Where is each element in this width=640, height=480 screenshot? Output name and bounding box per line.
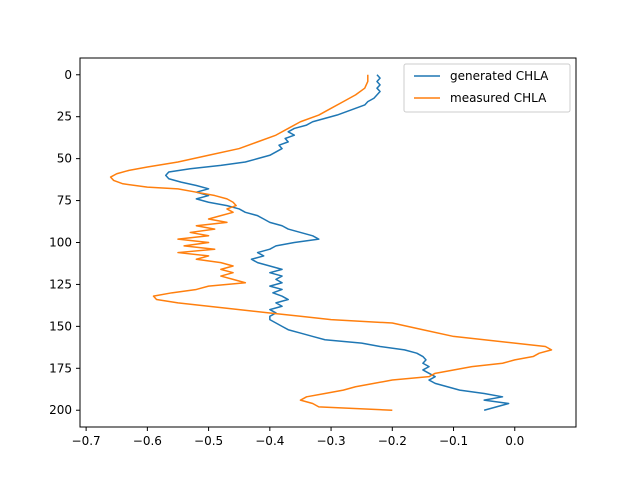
- x-axis: −0.7 −0.6 −0.5 −0.4 −0.3 −0.2 −0.1 0.0: [72, 427, 524, 448]
- x-tick-label: −0.4: [255, 434, 284, 448]
- x-tick-label: −0.7: [72, 434, 101, 448]
- y-tick-label: 125: [49, 277, 72, 291]
- y-tick-label: 100: [49, 236, 72, 250]
- legend-label-measured-chla: measured CHLA: [450, 91, 547, 105]
- x-tick-label: 0.0: [505, 434, 524, 448]
- series-line-generated-chla: [164, 74, 510, 411]
- legend-box: [403, 63, 571, 113]
- legend: generated CHLA measured CHLA: [403, 63, 571, 113]
- y-tick-label: 175: [49, 361, 72, 375]
- x-tick-label: −0.1: [439, 434, 468, 448]
- x-tick-label: −0.2: [378, 434, 407, 448]
- plot-area: −0.7 −0.6 −0.5 −0.4 −0.3 −0.2 −0.1 0.0 0 25 50 75 1…: [49, 57, 577, 448]
- y-tick-label: 0: [64, 68, 72, 82]
- y-tick-label: 50: [57, 152, 72, 166]
- x-tick-label: −0.6: [133, 434, 162, 448]
- legend-label-generated-chla: generated CHLA: [450, 69, 549, 83]
- y-tick-label: 75: [57, 194, 72, 208]
- y-tick-label: 200: [49, 403, 72, 417]
- y-axis: 0 25 50 75 100 125 150 175 200: [49, 68, 80, 417]
- y-tick-label: 150: [49, 319, 72, 333]
- series-line-measured-chla: [109, 74, 553, 411]
- x-tick-label: −0.5: [194, 434, 223, 448]
- x-tick-label: −0.3: [316, 434, 345, 448]
- y-tick-label: 25: [57, 110, 72, 124]
- series-layer: [109, 74, 553, 411]
